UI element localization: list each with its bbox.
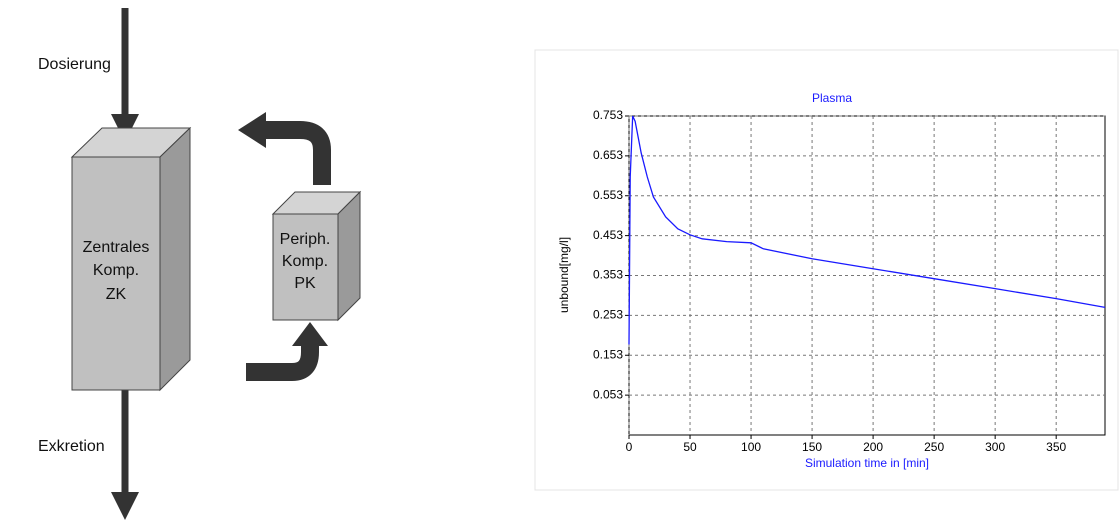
central-label: ZK bbox=[106, 286, 127, 303]
central-label: Komp. bbox=[93, 262, 139, 279]
peripheral-label: Komp. bbox=[282, 253, 328, 270]
x-tick-label: 100 bbox=[741, 440, 761, 454]
peripheral-label: Periph. bbox=[280, 231, 331, 248]
x-tick-label: 50 bbox=[683, 440, 697, 454]
x-tick-label: 0 bbox=[626, 440, 633, 454]
excretion-label: Exkretion bbox=[38, 438, 105, 455]
x-tick-label: 200 bbox=[863, 440, 883, 454]
y-axis-label: unbound[mg/l] bbox=[557, 237, 571, 313]
peripheral-box bbox=[272, 213, 339, 321]
y-tick-label: 0.653 bbox=[593, 148, 623, 162]
peripheral-side bbox=[337, 190, 361, 322]
return-arrow bbox=[262, 121, 331, 185]
diagram: Dosierung Exkretion Zentrales Komp. ZK P… bbox=[38, 8, 362, 520]
y-tick-label: 0.553 bbox=[593, 188, 623, 202]
central-label: Zentrales bbox=[83, 239, 150, 256]
y-tick-label: 0.753 bbox=[593, 108, 623, 122]
peripheral-label: PK bbox=[294, 275, 316, 292]
x-axis-label: Simulation time in [min] bbox=[805, 456, 929, 470]
y-tick-label: 0.253 bbox=[593, 308, 623, 322]
central-side bbox=[159, 126, 191, 392]
y-tick-label: 0.353 bbox=[593, 268, 623, 282]
y-tick-label: 0.153 bbox=[593, 347, 623, 361]
central-box bbox=[71, 156, 161, 391]
data-line bbox=[628, 115, 1106, 345]
transfer-arrow-head bbox=[292, 322, 328, 346]
x-tick-label: 250 bbox=[924, 440, 944, 454]
transfer-arrow bbox=[246, 345, 319, 381]
x-tick-label: 300 bbox=[985, 440, 1005, 454]
x-tick-label: 150 bbox=[802, 440, 822, 454]
y-tick-label: 0.453 bbox=[593, 228, 623, 242]
dosing-label: Dosierung bbox=[38, 56, 111, 73]
x-tick-label: 350 bbox=[1046, 440, 1066, 454]
chart: Plasma Simulation time in [min] unbound[… bbox=[534, 49, 1119, 491]
y-tick-label: 0.053 bbox=[593, 387, 623, 401]
return-arrow-head bbox=[238, 112, 266, 148]
chart-title: Plasma bbox=[812, 91, 852, 105]
